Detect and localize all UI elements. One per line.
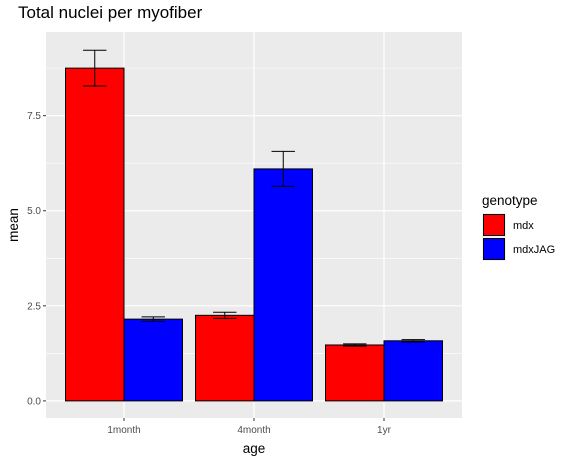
legend: genotype mdx mdxJAG [482,193,555,261]
bar-mdx-1month [66,68,125,401]
bar-mdx-4month [196,315,255,401]
y-tick-label: 2.5 [27,301,41,312]
bar-mdx-1yr [326,345,385,401]
bar-mdxJAG-4month [254,169,313,401]
y-tick-label: 0.0 [27,396,41,407]
legend-swatch-mdxJAG [484,239,505,260]
legend-swatch-mdx [484,215,505,236]
y-axis: 0.0 2.5 5.0 7.5 [27,111,46,407]
x-tick-label: 4month [237,425,270,436]
bar-mdxJAG-1month [124,319,183,401]
legend-label-mdxJAG: mdxJAG [513,244,555,256]
legend-title: genotype [482,193,538,208]
x-axis: 1month 4month 1yr [107,418,391,436]
x-tick-label: 1month [107,425,140,436]
y-tick-label: 7.5 [27,111,41,122]
x-tick-label: 1yr [377,425,392,436]
y-axis-title: mean [6,208,21,242]
y-tick-label: 5.0 [27,206,41,217]
x-axis-title: age [243,441,266,456]
bar-mdxJAG-1yr [384,341,443,401]
legend-label-mdx: mdx [513,220,534,232]
